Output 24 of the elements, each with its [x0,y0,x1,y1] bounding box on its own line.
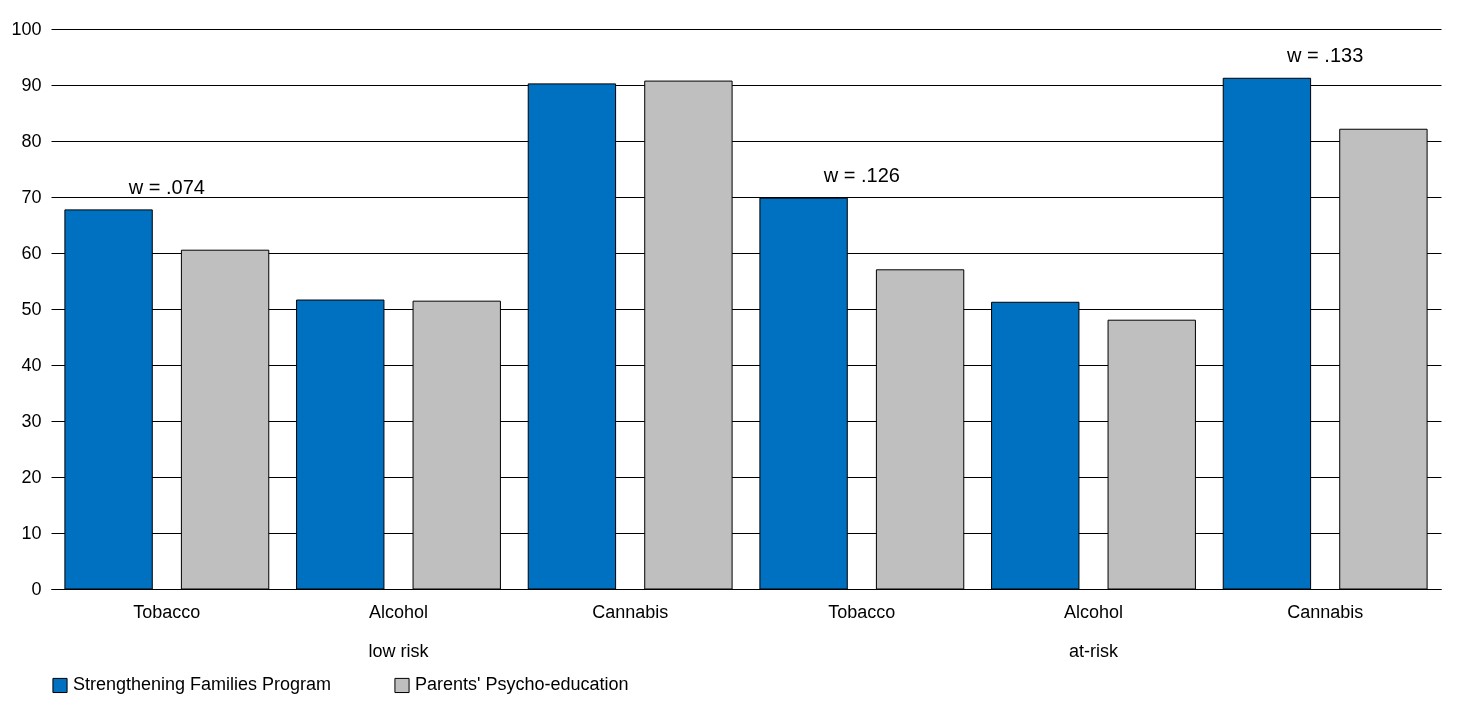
x-tick-label: Cannabis [1287,601,1364,622]
y-tick-label: 60 [21,242,42,263]
text: at-risk [1069,641,1119,661]
x-tick-label: Alcohol [1063,601,1124,622]
annotation: w = .133 [1286,44,1364,67]
y-tick-label: 80 [21,130,42,151]
y-tick-label: 100 [11,18,42,39]
y-tick-label: 20 [21,466,42,487]
annotation: w = .074 [127,175,205,198]
y-tick-label: 50 [21,298,42,319]
x-tick-label: Cannabis [592,601,669,622]
x-tick-label: Alcohol [368,601,429,622]
legend-label: Parents' Psycho-education [415,674,629,695]
y-tick-label: 0 [31,578,42,599]
y-tick-label: 40 [21,354,42,375]
text: low risk [368,641,430,661]
annotation: w = .126 [822,164,900,187]
y-tick-label: 90 [21,74,42,95]
x-tick-label: Tobacco [133,601,201,622]
x-tick-label: Tobacco [828,601,896,622]
legend-label: Strengthening Families Program [73,674,332,695]
y-tick-label: 70 [21,186,42,207]
y-tick-label: 30 [21,410,42,431]
y-tick-label: 10 [21,522,42,543]
